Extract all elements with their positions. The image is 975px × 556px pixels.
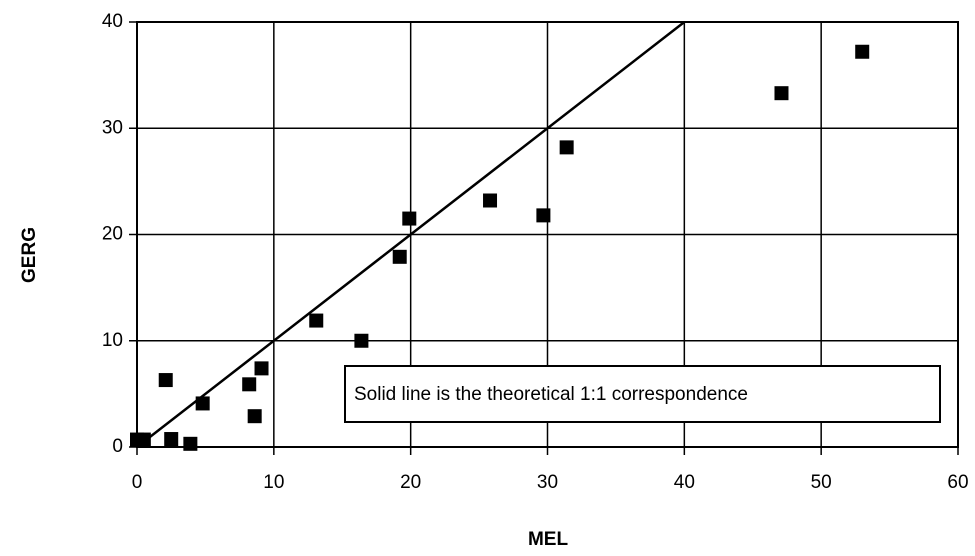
point [242,377,257,392]
point [354,333,369,348]
x-tick-label: 30 [537,472,558,493]
point [483,193,498,208]
point [536,208,551,223]
point [774,86,789,101]
y-tick-label: 30 [102,117,123,138]
reference-line [136,21,686,448]
point [195,396,210,411]
point [158,373,173,388]
y-tick-label: 40 [102,11,123,32]
point [247,409,262,424]
point [392,249,407,264]
point [164,432,179,447]
x-tick-label: 60 [947,472,968,493]
x-tick-label: 50 [811,472,832,493]
y-axis-title: GERG [19,227,40,283]
point [855,44,870,59]
y-tick-label: 0 [112,436,123,457]
y-tick-label: 10 [102,330,123,351]
x-tick-label: 0 [132,472,143,493]
x-axis-title: MEL [528,529,569,550]
point [309,313,324,328]
point [183,436,198,451]
x-tick-label: 20 [400,472,421,493]
plot-frame [136,21,959,448]
point [136,432,151,447]
point [402,211,417,226]
annotation: Solid line is the theoretical 1:1 corres… [354,384,748,405]
point [254,361,269,376]
annotation-box [344,365,941,423]
x-tick-label: 10 [263,472,284,493]
x-tick-label: 40 [674,472,695,493]
y-tick-label: 20 [102,224,123,245]
point [559,140,574,155]
